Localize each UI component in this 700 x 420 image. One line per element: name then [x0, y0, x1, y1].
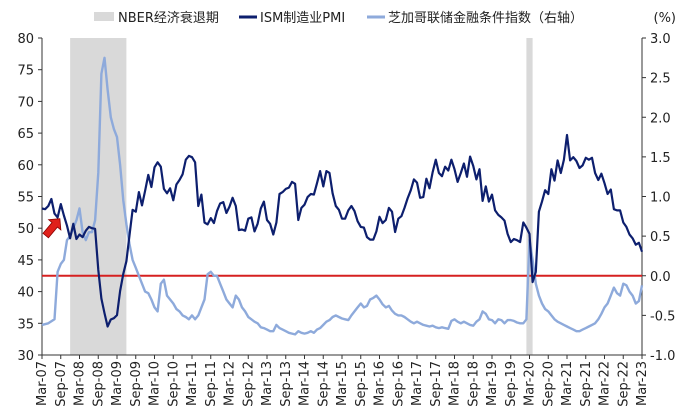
- x-tick-label: Mar-23: [635, 361, 650, 406]
- x-tick-label: Sep-20: [541, 361, 556, 407]
- x-tick-label: Sep-12: [241, 361, 256, 407]
- series-line-pmi: [41, 133, 644, 328]
- legend-label-recession: NBER经济衰退期: [118, 10, 219, 26]
- left-tick-label: 70: [17, 95, 34, 110]
- series-line-nfci: [41, 56, 644, 336]
- right-axis-ticks: -1.0 -0.5 0.0 0.5 1.0 1.5 2.0 2.5 3.0: [642, 32, 675, 364]
- x-tick-label: Mar-21: [560, 361, 575, 406]
- x-tick-label: Mar-09: [110, 361, 125, 406]
- legend-swatch-recession: [94, 12, 114, 21]
- series-group: [41, 56, 644, 336]
- x-tick-label: Sep-11: [204, 361, 219, 407]
- x-tick-label: Sep-22: [616, 361, 631, 407]
- right-tick-label: 0.0: [650, 270, 671, 285]
- recession-band-0: [70, 38, 127, 355]
- x-tick-label: Sep-09: [129, 361, 144, 407]
- left-tick-label: 65: [17, 127, 34, 142]
- red-arrow-shape: [42, 218, 62, 239]
- left-tick-label: 50: [17, 222, 34, 237]
- x-tick-label: Mar-10: [148, 361, 163, 406]
- right-tick-label: 1.5: [650, 151, 671, 166]
- right-tick-label: -1.0: [650, 349, 675, 364]
- x-tick-label: Mar-20: [523, 361, 538, 406]
- right-tick-label: 2.0: [650, 111, 671, 126]
- x-tick-label: Sep-13: [279, 361, 294, 407]
- right-tick-label: 1.0: [650, 191, 671, 206]
- left-tick-label: 35: [17, 317, 34, 332]
- x-tick-label: Mar-18: [448, 361, 463, 406]
- left-axis-ticks: 30 35 40 45 50 55 60 65 70 75 80: [17, 32, 42, 364]
- x-axis-ticks: Mar-07 Sep-07 Mar-08 Sep-08 Mar-09 Sep-09 Mar-…: [35, 355, 650, 407]
- x-tick-label: Sep-10: [166, 361, 181, 407]
- legend-label-nfci: 芝加哥联储金融条件指数（右轴）: [388, 10, 583, 26]
- x-tick-label: Mar-13: [260, 361, 275, 406]
- axes: [41, 38, 643, 356]
- arrow-group: [42, 218, 62, 239]
- x-tick-label: Sep-18: [466, 361, 481, 407]
- x-tick-label: Mar-19: [485, 361, 500, 406]
- legend: NBER经济衰退期 ISM制造业PMI 芝加哥联储金融条件指数（右轴）: [94, 10, 583, 26]
- x-tick-label: Sep-21: [579, 361, 594, 407]
- x-tick-label: Mar-12: [223, 361, 238, 406]
- left-tick-label: 80: [17, 32, 34, 47]
- legend-label-pmi: ISM制造业PMI: [260, 11, 345, 26]
- right-tick-label: -0.5: [650, 309, 675, 324]
- x-tick-label: Sep-15: [354, 361, 369, 407]
- x-tick-label: Mar-17: [410, 361, 425, 406]
- left-tick-label: 55: [17, 191, 34, 206]
- recession-shading-group: [70, 38, 533, 355]
- x-tick-label: Mar-16: [373, 361, 388, 406]
- recession-band-1: [526, 38, 533, 355]
- right-tick-label: 3.0: [650, 32, 671, 47]
- left-tick-label: 40: [17, 286, 34, 301]
- x-tick-label: Sep-07: [54, 361, 69, 407]
- x-tick-label: Mar-08: [73, 361, 88, 406]
- left-tick-label: 30: [17, 349, 34, 364]
- x-tick-label: Mar-14: [298, 361, 313, 406]
- x-tick-label: Sep-14: [316, 361, 331, 407]
- x-tick-label: Mar-22: [598, 361, 613, 406]
- x-tick-label: Sep-16: [391, 361, 406, 407]
- x-tick-label: Sep-17: [429, 361, 444, 407]
- x-tick-label: Sep-19: [504, 361, 519, 407]
- right-tick-label: 0.5: [650, 230, 671, 245]
- x-tick-label: Mar-07: [35, 361, 50, 406]
- left-tick-label: 75: [17, 64, 34, 79]
- red-arrow-icon: [42, 218, 62, 239]
- left-tick-label: 60: [17, 159, 34, 174]
- left-tick-label: 45: [17, 254, 34, 269]
- x-tick-label: Sep-08: [91, 361, 106, 407]
- x-tick-label: Mar-11: [185, 361, 200, 406]
- x-tick-label: Mar-15: [335, 361, 350, 406]
- right-axis-unit: (%): [654, 11, 677, 26]
- right-tick-label: 2.5: [650, 72, 671, 87]
